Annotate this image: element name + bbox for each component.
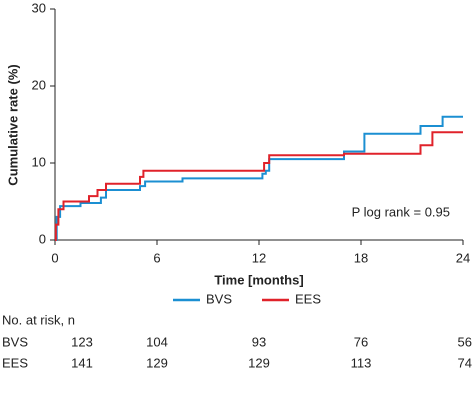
y-tick-label: 20: [32, 77, 46, 92]
x-tick-label: 18: [354, 250, 368, 265]
risk-value: 74: [458, 355, 472, 370]
legend-label: BVS: [206, 291, 232, 306]
x-tick-label: 24: [456, 250, 470, 265]
y-axis-label: Cumulative rate (%): [5, 64, 20, 185]
risk-table-title: No. at risk, n: [2, 312, 75, 327]
km-curve: [55, 115, 463, 241]
risk-value: 141: [71, 355, 93, 370]
risk-value: 93: [252, 334, 266, 349]
risk-value: 76: [354, 334, 368, 349]
x-axis-label: Time [months]: [214, 272, 303, 287]
km-curve: [54, 131, 463, 241]
risk-value: 129: [146, 355, 168, 370]
annotation: P log rank = 0.95: [352, 204, 450, 219]
y-tick-label: 30: [32, 0, 46, 15]
risk-row-label: BVS: [2, 334, 28, 349]
risk-value: 129: [248, 355, 270, 370]
legend-label: EES: [295, 291, 321, 306]
risk-value: 104: [146, 334, 168, 349]
y-tick-label: 0: [39, 231, 46, 246]
x-tick-label: 6: [153, 250, 160, 265]
risk-row-label: EES: [2, 355, 28, 370]
y-tick-label: 10: [32, 154, 46, 169]
risk-value: 123: [71, 334, 93, 349]
risk-value: 113: [351, 355, 372, 370]
risk-value: 56: [458, 334, 472, 349]
x-tick-label: 0: [51, 250, 58, 265]
x-tick-label: 12: [252, 250, 266, 265]
